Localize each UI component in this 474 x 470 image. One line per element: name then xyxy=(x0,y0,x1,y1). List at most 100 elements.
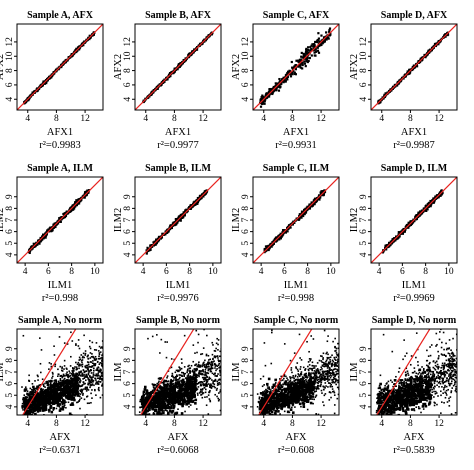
scatter-point xyxy=(219,409,221,412)
scatter-point xyxy=(406,224,409,227)
scatter-point xyxy=(33,417,36,420)
scatter-point xyxy=(199,364,202,367)
scatter-point xyxy=(98,389,100,392)
scatter-point xyxy=(59,394,62,397)
scatter-point xyxy=(265,93,268,96)
scatter-point xyxy=(410,222,414,225)
scatter-point xyxy=(84,382,86,385)
scatter-point xyxy=(39,392,42,395)
scatter-point xyxy=(318,40,321,43)
scatter-point xyxy=(39,384,42,386)
scatter-point xyxy=(72,204,75,207)
y-tick-label: 4 xyxy=(359,97,369,102)
scatter-point xyxy=(38,384,41,387)
panel-title: Sample B, ILM xyxy=(145,163,211,174)
scatter-point xyxy=(418,214,421,217)
scatter-point xyxy=(75,343,77,345)
scatter-point xyxy=(38,409,42,412)
scatter-point xyxy=(178,385,180,387)
scatter-point xyxy=(196,374,199,377)
scatter-point xyxy=(49,404,53,408)
scatter-point xyxy=(95,342,98,344)
x-tick-label: 8 xyxy=(290,114,295,124)
scatter-point xyxy=(42,80,45,83)
scatter-point xyxy=(67,392,70,396)
scatter-point xyxy=(61,367,63,370)
scatter-point xyxy=(387,245,391,248)
scatter-point xyxy=(77,383,80,386)
scatter-point xyxy=(73,203,76,206)
scatter-point xyxy=(201,396,204,399)
scatter-point xyxy=(90,365,92,368)
scatter-point xyxy=(284,79,287,82)
y-tick-label: 5 xyxy=(123,241,133,246)
scatter-point xyxy=(60,391,62,393)
y-tick-label: 8 xyxy=(123,68,133,73)
scatter-point xyxy=(325,38,328,41)
scatter-point xyxy=(179,61,182,65)
scatter-point xyxy=(201,353,204,355)
scatter-point xyxy=(91,378,93,381)
scatter-point xyxy=(36,386,39,389)
scatter-point xyxy=(203,374,206,376)
scatter-point xyxy=(188,364,190,367)
scatter-point xyxy=(92,367,95,370)
scatter-point xyxy=(190,364,193,367)
y-tick-label: 12 xyxy=(241,37,251,47)
scatter-point xyxy=(70,398,74,401)
scatter-point xyxy=(172,383,175,385)
scatter-point xyxy=(54,365,56,368)
scatter-point xyxy=(68,210,71,213)
reference-line xyxy=(135,177,221,263)
scatter-point xyxy=(29,391,32,393)
scatter-point xyxy=(41,389,44,392)
scatter-point xyxy=(216,355,219,357)
scatter-point xyxy=(99,351,102,353)
scatter-point xyxy=(65,374,68,376)
scatter-point xyxy=(300,55,303,58)
scatter-point xyxy=(70,385,73,388)
reference-line xyxy=(17,177,103,263)
y-tick-label: 6 xyxy=(241,82,251,87)
scatter-point xyxy=(41,406,45,409)
scatter-point xyxy=(277,237,280,241)
scatter-point xyxy=(261,94,264,97)
scatter-point xyxy=(204,371,207,373)
scatter-point xyxy=(150,390,153,393)
scatter-point xyxy=(28,395,32,399)
scatter-point xyxy=(74,384,78,387)
scatter-point xyxy=(62,212,65,216)
scatter-point xyxy=(101,379,103,381)
scatter-point xyxy=(179,374,182,376)
scatter-point xyxy=(77,361,80,364)
x-tick-label: 4 xyxy=(377,267,382,277)
scatter-point xyxy=(82,392,84,395)
scatter-point xyxy=(38,406,42,410)
scatter-point xyxy=(414,218,418,221)
scatter-point xyxy=(68,394,72,397)
scatter-point xyxy=(50,410,54,414)
scatter-point xyxy=(179,369,182,371)
scatter-point xyxy=(79,381,81,384)
scatter-point xyxy=(87,363,90,366)
scatter-point xyxy=(163,379,166,382)
scatter-point xyxy=(435,42,438,45)
scatter-point xyxy=(40,387,42,390)
scatter-point xyxy=(82,355,84,358)
scatter-point xyxy=(212,344,214,346)
x-tick-label: 12 xyxy=(316,114,326,124)
scatter-point xyxy=(23,398,26,401)
scatter-point xyxy=(217,359,220,361)
scatter-point xyxy=(68,412,72,415)
scatter-point xyxy=(184,410,186,413)
scatter-point xyxy=(163,400,166,402)
scatter-point xyxy=(167,229,170,232)
scatter-point xyxy=(217,373,219,375)
scatter-point xyxy=(82,44,85,47)
y-axis-label: ILM2 xyxy=(349,208,360,233)
scatter-point xyxy=(78,377,81,380)
scatter-point xyxy=(51,388,55,392)
panel-title: Sample D, AFX xyxy=(381,10,448,21)
scatter-point xyxy=(37,375,39,378)
scatter-point xyxy=(211,367,214,370)
